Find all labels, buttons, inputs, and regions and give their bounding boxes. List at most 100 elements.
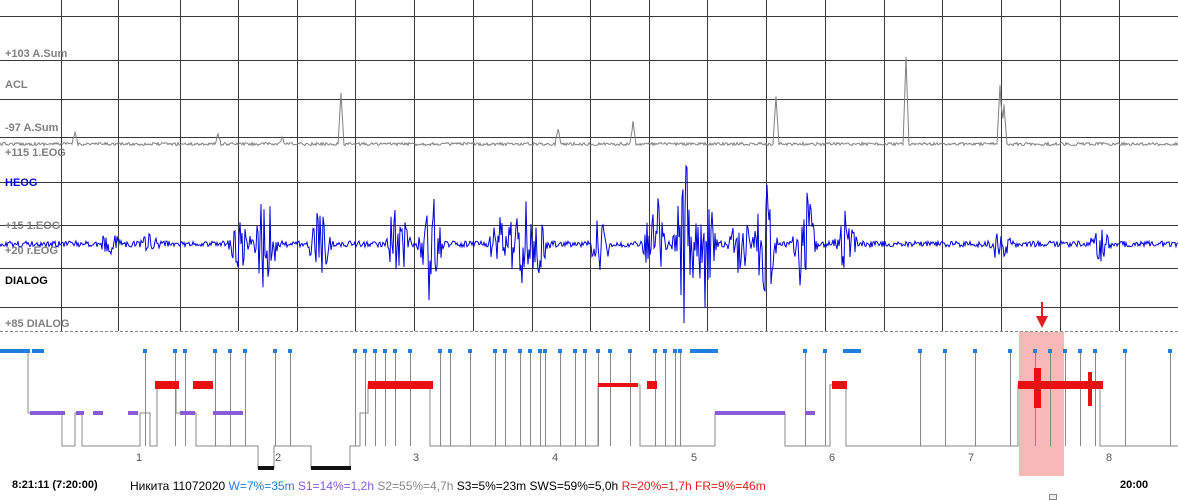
stage-w-mark [373, 349, 377, 353]
stage-w-mark [528, 349, 532, 353]
stage-w-mark [558, 349, 562, 353]
channel-scale-reog: +20 r.EOG [5, 245, 58, 257]
stage-w-mark [273, 349, 277, 353]
channel-scale-asum-bottom: -97 A.Sum [5, 122, 59, 134]
stage-w-mark [1033, 349, 1037, 353]
stage-w-mark [1093, 349, 1097, 353]
stage-w-mark [1123, 349, 1127, 353]
end-time: 20:00 [1120, 479, 1149, 491]
stage-w-mark [673, 349, 677, 353]
stage-bar [690, 349, 718, 353]
stage-w-mark [1008, 349, 1012, 353]
stage-w-mark [678, 349, 682, 353]
stage-w-mark [628, 349, 632, 353]
stage-w-mark [1168, 349, 1172, 353]
channel-scale-asum-top: +103 A.Sum [5, 48, 68, 60]
stage-w-mark [143, 349, 147, 353]
stage-w-mark [243, 349, 247, 353]
down-arrow-icon[interactable] [1036, 302, 1048, 328]
stage-w-mark [573, 349, 577, 353]
stage-w-mark [1048, 349, 1052, 353]
selected-epoch-highlight[interactable] [1019, 332, 1064, 476]
stage-w-mark [1063, 349, 1067, 353]
stat-w: W=7%=35m [228, 479, 295, 493]
stage-bar [128, 411, 138, 415]
stage-w-mark [393, 349, 397, 353]
stage-bar [368, 381, 433, 389]
stage-w-mark [803, 349, 807, 353]
stage-bar [155, 381, 179, 389]
stage-bar [715, 411, 785, 415]
stat-fr: FR=9%=46m [694, 479, 766, 493]
stage-w-mark [228, 349, 232, 353]
acl-signal-trace [0, 56, 1178, 148]
stage-bar [30, 411, 65, 415]
stage-w-mark [943, 349, 947, 353]
channel-scale-leog-top: +115 1.EOG [5, 147, 66, 159]
stage-w-mark [596, 349, 600, 353]
stat-s1: S1=14%=1,2h [297, 479, 374, 493]
stage-bar [258, 466, 274, 470]
channel-name-dialog[interactable]: DIALOG [5, 275, 48, 287]
stage-bar [832, 381, 847, 389]
hour-label-1: 1 [136, 452, 143, 464]
hour-label-5: 5 [691, 452, 698, 464]
stage-w-mark [493, 349, 497, 353]
stage-bar [193, 381, 213, 389]
channel-scale-leog-bottom: +15 1.EOG [5, 220, 61, 232]
hour-label-7: 7 [968, 452, 975, 464]
stage-w-mark [173, 349, 177, 353]
stage-w-mark [663, 349, 667, 353]
stage-w-mark [353, 349, 357, 353]
timeline-scroll-thumb[interactable] [1049, 494, 1057, 500]
heog-signal-trace [0, 164, 1178, 324]
hour-label-2: 2 [275, 452, 282, 464]
stage-bar [647, 381, 657, 389]
channel-scale-dialog: +85 DIALOG [5, 318, 70, 330]
stage-bar [93, 411, 103, 415]
hour-label-6: 6 [829, 452, 836, 464]
stage-bar [1018, 381, 1103, 389]
hour-label-3: 3 [413, 452, 420, 464]
hypnogram[interactable] [0, 349, 1178, 470]
channel-name-heog[interactable]: HEOG [5, 177, 38, 189]
stage-w-mark [653, 349, 657, 353]
hour-label-8: 8 [1106, 452, 1113, 464]
stage-bar [0, 349, 30, 353]
subject-name: Никита 11072020 [130, 479, 226, 493]
cursor-time: 8:21:11 (7:20:00) [12, 479, 98, 491]
stage-bar [805, 411, 815, 415]
stage-w-mark [383, 349, 387, 353]
stage-w-mark [973, 349, 977, 353]
hypnogram-stage-line [0, 350, 1178, 469]
status-bar: 8:21:11 (7:20:00) Никита 11072020 W=7%=3… [0, 476, 1178, 498]
channel-name-acl[interactable]: ACL [5, 79, 28, 91]
stage-w-mark [448, 349, 452, 353]
stage-bar [311, 466, 351, 470]
stat-s2: S2=55%=4,7h [377, 479, 454, 493]
signal-and-hypnogram-canvas[interactable] [0, 0, 1178, 476]
stage-w-mark [183, 349, 187, 353]
hour-label-4: 4 [552, 452, 559, 464]
stage-bar [598, 383, 638, 387]
stage-w-mark [918, 349, 922, 353]
stage-w-mark [503, 349, 507, 353]
stage-bar [180, 411, 195, 415]
stage-w-mark [1078, 349, 1082, 353]
stage-w-mark [468, 349, 472, 353]
stat-r: R=20%=1,7h [621, 479, 692, 493]
stat-s3: S3=5%=23m [456, 479, 527, 493]
stage-w-mark [518, 349, 522, 353]
sleep-stats: Никита 11072020 W=7%=35m S1=14%=1,2h S2=… [130, 479, 766, 493]
stage-w-mark [543, 349, 547, 353]
stage-w-mark [608, 349, 612, 353]
stage-bar [213, 411, 243, 415]
stage-w-mark [583, 349, 587, 353]
stage-bar [76, 411, 84, 415]
stage-w-mark [438, 349, 442, 353]
signal-grid [0, 0, 1178, 331]
stage-w-mark [823, 349, 827, 353]
stage-w-mark [288, 349, 292, 353]
stage-w-mark [408, 349, 412, 353]
